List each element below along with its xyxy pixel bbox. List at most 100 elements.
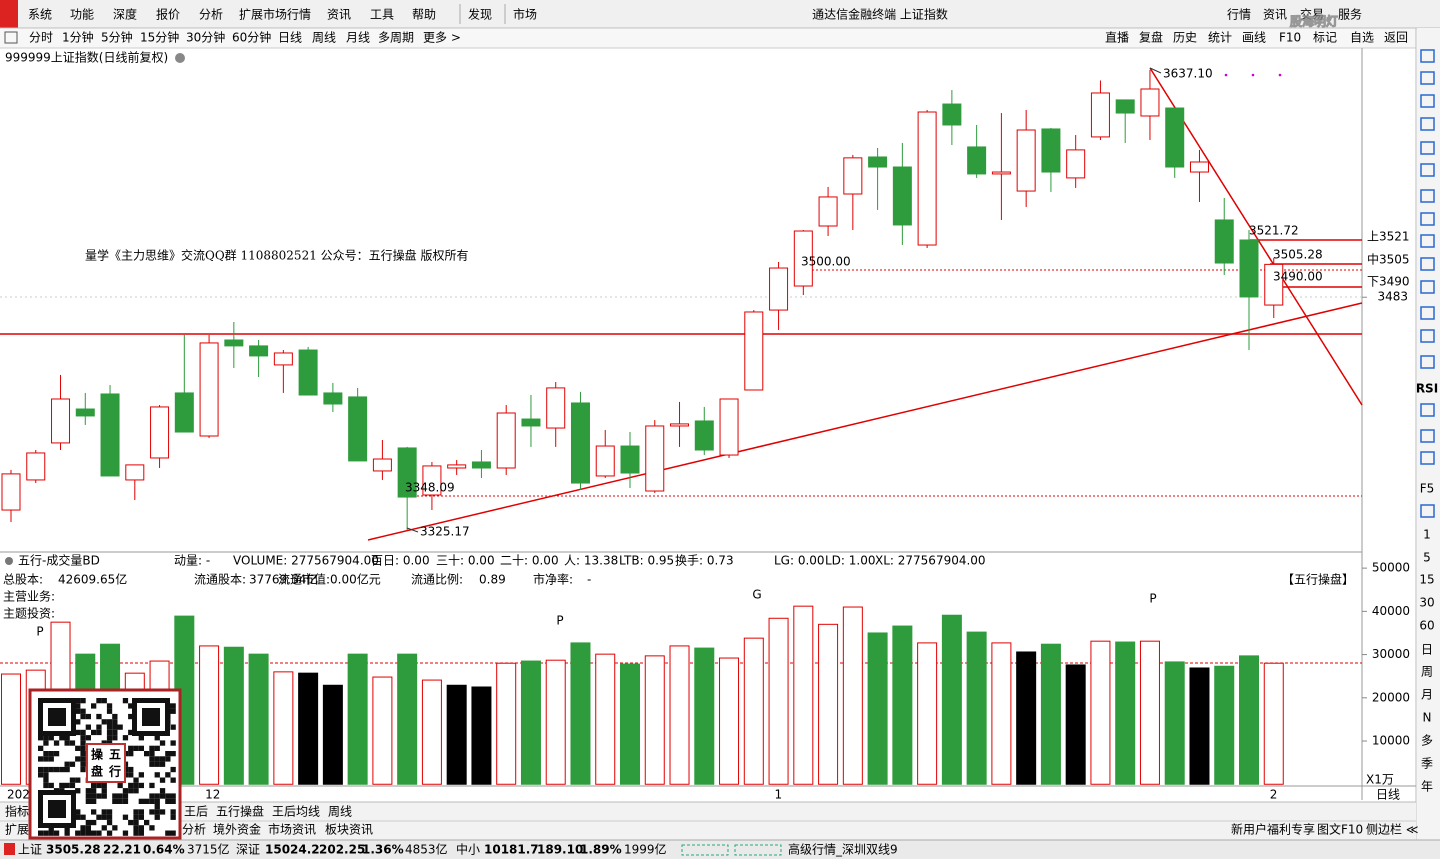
sidebar-item[interactable]: RSI — [1416, 382, 1438, 396]
sidebar-icon[interactable] — [1420, 163, 1435, 177]
menu-item[interactable]: 工具 — [370, 8, 394, 22]
volume-bar — [917, 642, 938, 785]
tool-button[interactable]: 直播 — [1105, 31, 1129, 45]
period-button[interactable]: 周线 — [312, 31, 336, 45]
tab[interactable]: 周线 — [328, 805, 352, 819]
menu-item[interactable]: 系统 — [28, 8, 52, 22]
period-button[interactable]: 日线 — [278, 31, 302, 45]
tab-right[interactable]: 新用户福利专享 — [1231, 822, 1315, 837]
volume-bar — [867, 632, 888, 785]
qr-cell — [85, 798, 91, 804]
menu-right[interactable]: 交易 — [1300, 7, 1324, 22]
period-button[interactable]: 1分钟 — [62, 30, 94, 45]
period-button[interactable]: 更多 > — [423, 31, 461, 45]
tab[interactable]: 境外资金 — [213, 822, 261, 837]
period-button[interactable]: 月线 — [346, 31, 370, 45]
tab[interactable]: 五行操盘 — [216, 804, 264, 819]
sidebar-item[interactable]: 1 — [1423, 528, 1431, 542]
sidebar-icon[interactable] — [1420, 306, 1435, 320]
sidebar-item[interactable]: 月 — [1421, 688, 1433, 702]
tab-right[interactable]: 图文F10 — [1317, 822, 1363, 837]
indicator-value: VOLUME: 277567904.00 — [233, 554, 379, 568]
tool-button[interactable]: 返回 — [1384, 31, 1408, 45]
tab[interactable]: 王后 — [184, 805, 208, 819]
tool-button[interactable]: 历史 — [1173, 31, 1197, 45]
qr-cell — [80, 825, 86, 831]
menu-right[interactable]: 服务 — [1338, 7, 1362, 22]
menu-tab[interactable]: 发现 — [468, 7, 492, 22]
period-button[interactable]: 30分钟 — [186, 30, 225, 45]
tab[interactable]: 市场资讯 — [268, 822, 316, 837]
sidebar-icon[interactable] — [1420, 403, 1435, 417]
sidebar-item[interactable]: 日 — [1421, 643, 1433, 657]
qr-cell — [170, 814, 176, 820]
price-annotation: 3637.10 — [1163, 67, 1213, 81]
volume-bar — [966, 631, 987, 785]
sidebar-item[interactable]: 年 — [1421, 780, 1433, 794]
sidebar-icon[interactable] — [1420, 234, 1435, 248]
sidebar-icon[interactable] — [1420, 451, 1435, 465]
sidebar-item[interactable]: 周 — [1421, 665, 1433, 679]
sidebar-icon[interactable] — [1420, 257, 1435, 271]
qr-cell — [101, 814, 107, 820]
tool-button[interactable]: 标记 — [1313, 31, 1337, 45]
volume-bar — [818, 623, 839, 785]
sidebar-icon[interactable] — [1420, 355, 1435, 369]
menu-item[interactable]: 报价 — [156, 7, 180, 22]
menu-item[interactable]: 分析 — [199, 8, 223, 22]
qr-cell — [91, 809, 97, 815]
sidebar-icon[interactable] — [1420, 329, 1435, 343]
sidebar-icon[interactable] — [1420, 117, 1435, 131]
menu-item[interactable]: 深度 — [113, 7, 137, 22]
menu-item[interactable]: 帮助 — [412, 8, 436, 22]
candle-body — [1066, 149, 1086, 179]
sidebar-item[interactable]: N — [1423, 711, 1432, 725]
tool-button[interactable]: 统计 — [1208, 31, 1232, 45]
qr-cell — [43, 740, 49, 746]
tab[interactable]: 指标 — [5, 804, 29, 819]
sidebar-icon[interactable] — [1420, 429, 1435, 443]
sidebar-icon[interactable] — [1420, 189, 1435, 203]
menu-item[interactable]: 扩展市场行情 — [239, 7, 311, 22]
qr-cell — [133, 782, 139, 789]
qr-cell — [133, 777, 139, 783]
sidebar-item[interactable]: 多 — [1421, 734, 1433, 748]
period-button[interactable]: 15分钟 — [140, 30, 179, 45]
sidebar-icon[interactable] — [1420, 141, 1435, 155]
period-button[interactable]: 多周期 — [378, 31, 414, 45]
period-button[interactable]: 60分钟 — [232, 30, 271, 45]
sidebar-icon[interactable] — [1420, 280, 1435, 294]
menu-right[interactable]: 资讯 — [1263, 8, 1287, 22]
sidebar-icon[interactable] — [1420, 71, 1435, 85]
sidebar-item[interactable]: F5 — [1420, 482, 1435, 496]
sidebar-item[interactable]: 15 — [1419, 573, 1434, 587]
sidebar-icon[interactable] — [1420, 504, 1435, 518]
tab[interactable]: 王后均线 — [272, 805, 320, 819]
qr-cell — [75, 809, 81, 815]
info-text: 总股本: — [3, 573, 43, 587]
tool-button[interactable]: 复盘 — [1139, 30, 1163, 45]
period-button[interactable]: 分时 — [29, 31, 53, 45]
sidebar-item[interactable]: 5 — [1423, 551, 1431, 565]
sidebar-icon[interactable] — [1420, 49, 1435, 63]
qr-cell — [128, 772, 134, 778]
sidebar-item[interactable]: 季 — [1421, 757, 1433, 771]
menu-item[interactable]: 功能 — [70, 8, 94, 22]
tab[interactable]: 扩展 — [5, 823, 29, 837]
tool-button[interactable]: F10 — [1279, 31, 1301, 45]
qr-cell — [80, 745, 86, 751]
tab-right[interactable]: 侧边栏 ≪ — [1366, 822, 1418, 837]
tab[interactable]: 分析 — [182, 823, 206, 837]
tab[interactable]: 板块资讯 — [325, 823, 373, 837]
tool-button[interactable]: 自选 — [1350, 31, 1374, 45]
sidebar-icon[interactable] — [1420, 212, 1435, 226]
tool-button[interactable]: 画线 — [1242, 31, 1266, 45]
candle-body — [1016, 129, 1036, 192]
menu-right[interactable]: 行情 — [1227, 8, 1251, 22]
menu-item[interactable]: 资讯 — [327, 8, 351, 22]
menu-tab[interactable]: 市场 — [513, 7, 537, 22]
period-button[interactable]: 5分钟 — [101, 30, 133, 45]
sidebar-item[interactable]: 60 — [1419, 619, 1434, 633]
sidebar-item[interactable]: 30 — [1419, 596, 1434, 610]
sidebar-icon[interactable] — [1420, 94, 1435, 108]
